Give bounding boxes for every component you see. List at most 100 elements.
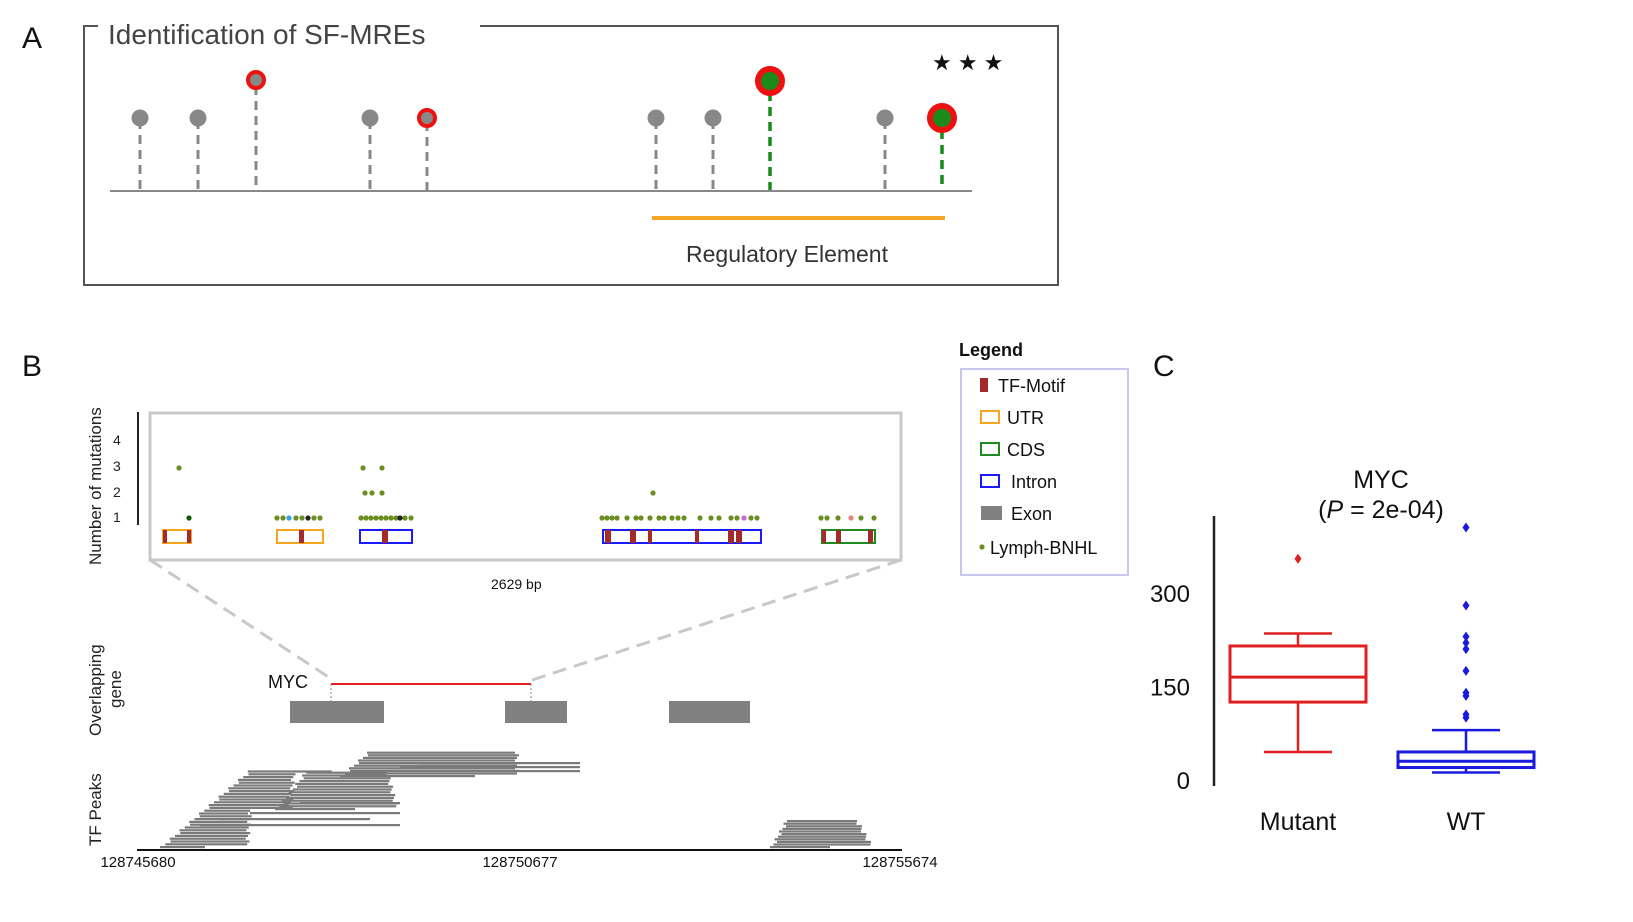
lollipop-head-green <box>755 66 785 96</box>
panel-a-letter: A <box>22 22 42 55</box>
tf-peak-read <box>779 830 861 833</box>
tf-motif-mark <box>736 530 742 543</box>
legend-swatch-tf-motif <box>980 378 988 392</box>
tf-peak-read <box>209 806 293 809</box>
tf-motif-mark <box>382 530 388 543</box>
boxplot-title-gene: MYC <box>1353 466 1409 494</box>
tf-peaks-label: TF Peaks <box>86 773 105 846</box>
panel-b-letter: B <box>22 350 42 383</box>
panel-b: B Number of mutations 1 2 3 4 <box>22 340 1129 871</box>
outlier-point <box>1462 600 1470 611</box>
tf-peak-read <box>400 766 580 769</box>
outlier-point <box>1462 709 1470 720</box>
outlier-point <box>1294 553 1302 564</box>
gene-name: MYC <box>268 672 308 692</box>
panel-c-letter: C <box>1153 350 1175 383</box>
legend-label-tf-motif: TF-Motif <box>998 376 1066 396</box>
tf-peak-read <box>165 843 248 846</box>
tf-peak-read <box>218 795 290 798</box>
category-label-wt: WT <box>1447 808 1486 836</box>
panel-a: A Identification of SF-MREs <box>22 19 1059 286</box>
legend-swatch-utr <box>980 410 1000 424</box>
tf-peak-read <box>199 815 252 818</box>
outlier-point <box>1462 665 1470 676</box>
tf-peak-read <box>367 751 515 754</box>
tf-peak-read <box>774 838 866 841</box>
tf-peak-read <box>297 785 393 788</box>
y-tick-label: 0 <box>1177 768 1190 795</box>
tf-peak-read <box>204 809 251 812</box>
zoom-connector-right <box>531 558 902 682</box>
lollipop-head <box>876 109 894 127</box>
y-tick-3: 3 <box>113 458 121 474</box>
lollipop-head-green <box>927 103 957 133</box>
zoom-connector-left <box>149 558 331 680</box>
panel-a-frame <box>83 25 1059 286</box>
exon-block <box>505 701 567 723</box>
boxplot-y-ticks: 0 150 300 <box>1150 581 1190 795</box>
legend-swatch-cds <box>980 442 1000 456</box>
tf-peak-read <box>223 792 292 795</box>
tf-motif-mark <box>299 530 304 543</box>
tf-peak-read <box>184 826 249 829</box>
mutations-axis-label: Number of mutations <box>86 407 105 565</box>
tf-peak-read <box>228 787 291 790</box>
box-iqr <box>1228 644 1368 704</box>
utr-box <box>162 529 192 544</box>
feature-track <box>162 529 876 544</box>
tf-peak-read <box>786 825 862 828</box>
legend-swatch-exon <box>981 506 1002 520</box>
zoom-box <box>148 411 903 562</box>
tf-peak-read <box>778 835 866 838</box>
tf-peak-read <box>238 778 291 781</box>
tf-peak-read <box>286 796 394 799</box>
tf-peak-read <box>243 776 294 779</box>
tf-peak-read <box>233 784 293 787</box>
tf-peak-read <box>281 799 393 802</box>
outlier-point <box>1462 644 1470 655</box>
lollipop-head-red <box>246 70 266 90</box>
y-tick-label: 150 <box>1150 675 1190 702</box>
legend-label-utr: UTR <box>1007 408 1044 428</box>
legend-label-intron: Intron <box>1011 472 1057 492</box>
y-tick-1: 1 <box>113 509 121 525</box>
tf-peak-read <box>781 833 867 836</box>
tf-peak-read <box>358 759 515 762</box>
box-wt <box>1396 522 1536 774</box>
cds-box <box>821 529 876 544</box>
gene-track-label: Overlapping <box>86 644 105 736</box>
tf-peak-read <box>300 802 400 805</box>
coord-start: 128745680 <box>100 854 175 871</box>
tf-peak-read <box>179 829 247 832</box>
tf-peak-read <box>214 801 291 804</box>
legend-label-cds: CDS <box>1007 440 1045 460</box>
tf-peak-read <box>363 756 517 759</box>
tf-peak-read <box>787 820 857 823</box>
boxplot-categories: Mutant WT <box>1260 808 1486 836</box>
tf-peak-read <box>295 782 389 785</box>
tf-peak-read <box>349 767 515 770</box>
y-tick-4: 4 <box>113 432 121 448</box>
exon-block <box>290 701 384 723</box>
tf-peak-read <box>170 840 250 843</box>
legend-swatch-intron <box>980 474 1000 488</box>
tf-peak-read <box>200 824 400 827</box>
tf-peak-read <box>777 840 871 843</box>
lollipop-head <box>704 109 722 127</box>
outlier-point <box>1462 687 1470 698</box>
y-tick-label: 300 <box>1150 581 1190 608</box>
tf-motif-mark <box>695 530 699 543</box>
tf-peak-read <box>292 788 392 791</box>
tf-peak-read <box>354 764 517 767</box>
legend-entries: TF-Motif UTR CDS Intron Exon Lymph-BNHL <box>979 376 1097 558</box>
outlier-point <box>1462 631 1470 642</box>
tf-peak-read <box>773 843 871 846</box>
tf-motif-mark <box>648 530 652 543</box>
y-tick-2: 2 <box>113 484 121 500</box>
box-iqr <box>1396 750 1536 770</box>
significance-stars: ★ ★ ★ <box>932 50 1003 75</box>
tf-peak-read <box>247 770 332 773</box>
lollipop-head <box>361 109 379 127</box>
tf-peak-read <box>290 794 396 797</box>
